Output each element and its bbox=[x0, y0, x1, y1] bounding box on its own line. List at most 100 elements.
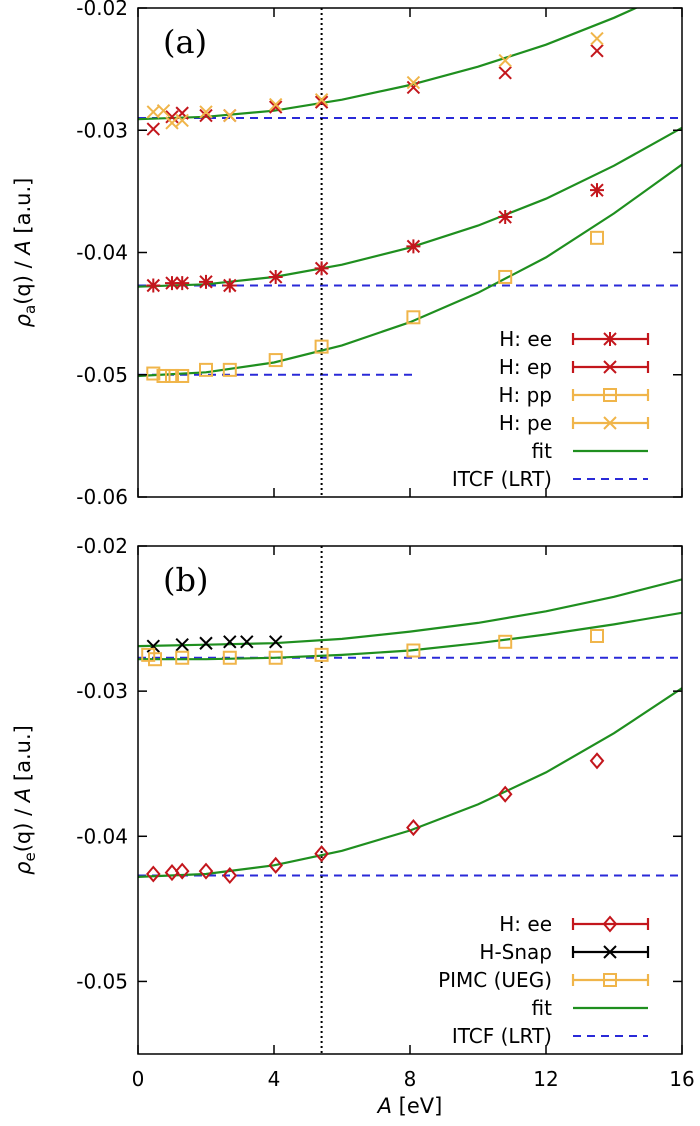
data-point bbox=[406, 819, 421, 837]
data-point bbox=[498, 634, 513, 649]
panel-a: -0.06 -0.05 -0.04 -0.03 -0.02 (a) ρa(q) / A [a… bbox=[11, 0, 683, 509]
legend-marker bbox=[603, 416, 617, 430]
data-point bbox=[314, 92, 329, 107]
legend: H: ee H-Snap PIMC (UEG) fit ITCF (LRT) bbox=[438, 912, 650, 1048]
legend-label: H: pe bbox=[499, 411, 552, 435]
legend-marker bbox=[603, 973, 617, 987]
data-point bbox=[268, 353, 283, 368]
x-tick-label: 12 bbox=[533, 1067, 558, 1091]
data-point bbox=[175, 276, 190, 291]
legend-item: H-Snap bbox=[479, 940, 650, 964]
data-point bbox=[406, 80, 421, 95]
legend-item: PIMC (UEG) bbox=[438, 968, 650, 992]
data-point bbox=[406, 239, 421, 254]
panel-b: -0.05 -0.04 -0.03 -0.02 0 4 8 12 16 (b) ρe(q) / A … bbox=[11, 534, 695, 1118]
legend-item: H: ep bbox=[499, 355, 650, 379]
legend-label: H: pp bbox=[498, 383, 552, 407]
data-point bbox=[165, 276, 179, 291]
legend-label: ITCF (LRT) bbox=[452, 1024, 552, 1048]
fit-curve bbox=[138, 126, 682, 288]
data-point bbox=[268, 856, 284, 874]
series-h-ee bbox=[146, 183, 604, 293]
y-tick-label: -0.02 bbox=[76, 534, 128, 558]
data-point bbox=[222, 650, 237, 665]
series-pimc-ueg- bbox=[141, 628, 604, 667]
legend-item: ITCF (LRT) bbox=[452, 467, 648, 491]
data-point bbox=[165, 368, 179, 383]
data-point bbox=[590, 183, 604, 198]
data-point bbox=[314, 95, 329, 109]
data-point bbox=[175, 637, 189, 652]
legend-item: fit bbox=[532, 996, 648, 1020]
series-h-ep bbox=[146, 44, 604, 136]
legend-marker bbox=[603, 945, 617, 959]
data-point bbox=[314, 845, 329, 863]
data-point bbox=[406, 310, 421, 325]
data-point bbox=[314, 339, 329, 354]
y-tick-label: -0.04 bbox=[76, 241, 128, 265]
data-point bbox=[314, 261, 329, 276]
data-point bbox=[165, 110, 179, 124]
fit-curve bbox=[138, 163, 682, 378]
x-tick-label: 4 bbox=[268, 1067, 281, 1091]
data-point bbox=[590, 628, 604, 643]
data-point bbox=[498, 66, 512, 80]
data-point bbox=[406, 643, 421, 658]
y-tick-label: -0.03 bbox=[76, 118, 128, 142]
data-point bbox=[590, 44, 604, 58]
data-point bbox=[222, 866, 238, 885]
data-point bbox=[240, 635, 254, 649]
data-point bbox=[146, 639, 161, 653]
y-tick-label: -0.05 bbox=[76, 969, 128, 993]
data-point bbox=[145, 865, 161, 883]
y-tick-label: -0.05 bbox=[76, 363, 128, 387]
data-point bbox=[199, 362, 213, 377]
data-point bbox=[222, 278, 237, 293]
data-point bbox=[223, 108, 237, 123]
data-point bbox=[498, 210, 513, 225]
x-tick-label: 8 bbox=[404, 1067, 417, 1091]
legend-marker bbox=[603, 332, 617, 346]
series-h-pp bbox=[146, 230, 604, 383]
legend-item: fit bbox=[532, 439, 648, 463]
x-axis-label: A [eV] bbox=[376, 1094, 443, 1118]
legend-item: H: ee bbox=[499, 327, 650, 351]
fit-curve bbox=[138, 611, 682, 661]
data-point bbox=[314, 647, 329, 662]
data-point bbox=[268, 650, 283, 665]
legend-item: H: pp bbox=[498, 383, 650, 407]
legend-marker bbox=[602, 915, 618, 933]
plot-area bbox=[138, 546, 682, 1054]
y-tick-label: -0.03 bbox=[76, 679, 128, 703]
y-tick-label: -0.02 bbox=[76, 0, 128, 20]
data-point bbox=[590, 31, 604, 46]
data-point bbox=[268, 100, 283, 114]
data-point bbox=[590, 230, 604, 245]
plot-frame bbox=[137, 545, 683, 1055]
data-point bbox=[146, 122, 161, 136]
legend-label: H: ee bbox=[499, 912, 552, 936]
data-point bbox=[199, 636, 213, 650]
data-point bbox=[146, 366, 161, 381]
panel-label: (a) bbox=[163, 23, 207, 61]
legend-label: ITCF (LRT) bbox=[452, 467, 552, 491]
data-point bbox=[199, 108, 213, 123]
data-point bbox=[175, 650, 190, 665]
data-point bbox=[498, 53, 512, 68]
fit-curve bbox=[138, 687, 682, 878]
plot-area bbox=[138, 8, 682, 497]
legend-label: H: ep bbox=[499, 355, 552, 379]
fit-curve bbox=[138, 578, 682, 648]
fit-curve bbox=[138, 8, 639, 121]
series-h-ee bbox=[145, 752, 605, 885]
data-point bbox=[222, 362, 237, 377]
y-tick-label: -0.06 bbox=[76, 485, 128, 509]
data-point bbox=[199, 274, 213, 289]
data-point bbox=[498, 269, 513, 284]
data-point bbox=[175, 368, 190, 383]
data-point bbox=[268, 269, 283, 284]
data-point bbox=[156, 103, 171, 118]
legend-label: fit bbox=[532, 996, 553, 1020]
legend-item: ITCF (LRT) bbox=[452, 1024, 648, 1048]
